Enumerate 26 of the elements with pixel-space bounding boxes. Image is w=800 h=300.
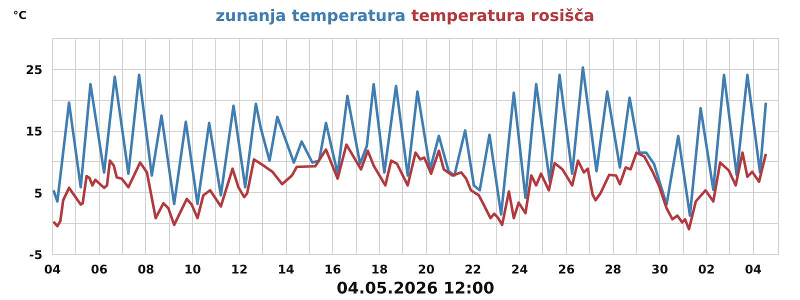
x-tick-label: 30	[651, 262, 668, 276]
y-tick-label: 25	[26, 62, 43, 77]
x-tick-label: 06	[90, 262, 108, 276]
y-tick-label: 5	[34, 186, 43, 200]
y-tick-label: -5	[29, 248, 43, 262]
x-tick-label: 20	[418, 262, 435, 276]
x-tick-label: 18	[371, 262, 388, 276]
x-tick-label: 24	[511, 262, 528, 276]
x-tick-label: 16	[324, 262, 342, 276]
text: temperatura rosišča	[411, 6, 594, 25]
x-tick-label: 08	[138, 262, 154, 276]
line-series	[52, 143, 768, 230]
x-tick-label: 14	[278, 262, 294, 276]
x-tick-label: 28	[604, 262, 622, 276]
y-tick-label: 15	[26, 124, 43, 139]
x-tick-label: 04	[744, 262, 762, 276]
x-tick-label: 02	[698, 262, 715, 276]
x-tick-label: 10	[184, 262, 201, 276]
x-tick-label: 22	[464, 262, 482, 276]
x-tick-label: 04	[44, 262, 61, 276]
x-axis-title: 04.05.2026 12:00	[336, 278, 494, 298]
line-series	[52, 66, 768, 217]
x-tick-label: 26	[558, 262, 575, 276]
y-axis-title: °C	[13, 8, 27, 24]
x-tick-label: 12	[231, 262, 248, 276]
text: zunanja temperatura	[216, 6, 406, 25]
